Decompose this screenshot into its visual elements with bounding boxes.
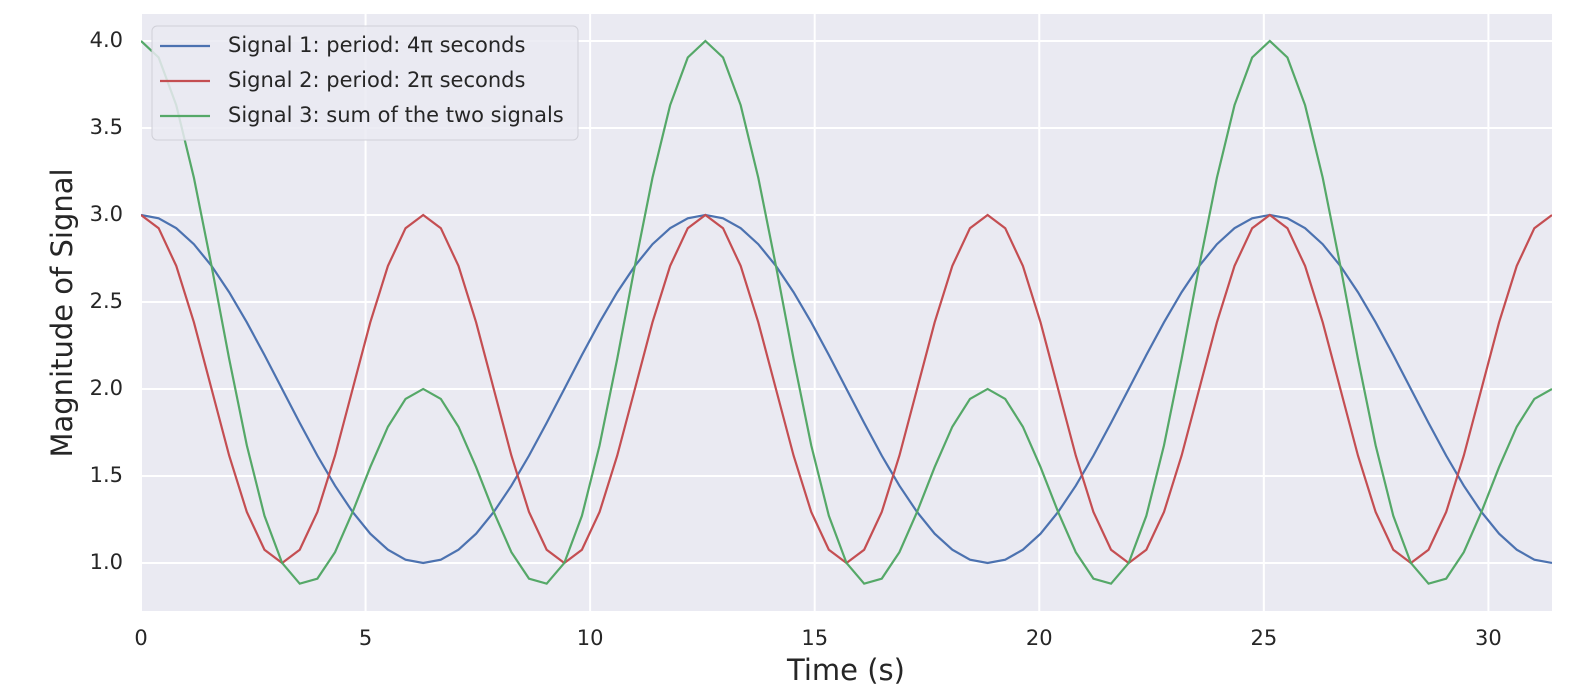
- x-tick-label: 25: [1250, 626, 1277, 650]
- x-axis-label: Time (s): [786, 653, 905, 687]
- x-tick-label: 0: [134, 626, 147, 650]
- x-tick-label: 30: [1475, 626, 1502, 650]
- series-line: [141, 39, 1552, 585]
- x-tick-label: 5: [359, 626, 372, 650]
- x-tick-label: 10: [577, 626, 604, 650]
- legend-label: Signal 1: period: 4π seconds: [228, 33, 525, 57]
- legend-label: Signal 2: period: 2π seconds: [228, 68, 525, 92]
- y-axis-label: Magnitude of Signal: [45, 168, 79, 457]
- y-tick-label: 3.5: [90, 115, 123, 139]
- y-tick-label: 2.0: [90, 376, 123, 400]
- y-tick-label: 2.5: [90, 289, 123, 313]
- legend-box: [151, 25, 579, 141]
- lines: [141, 39, 1552, 585]
- x-tick-label: 15: [801, 626, 828, 650]
- x-tick-label: 20: [1026, 626, 1053, 650]
- y-tick-label: 1.5: [90, 463, 123, 487]
- y-tick-label: 3.0: [90, 202, 123, 226]
- legend: Signal 1: period: 4π seconds Signal 2: pe…: [151, 25, 579, 141]
- ticks: 1.0 1.5 2.0 2.5 3.0 3.5 4.0 0 5 10 15 20 25 30: [90, 28, 1502, 650]
- y-tick-label: 4.0: [90, 28, 123, 52]
- legend-label: Signal 3: sum of the two signals: [228, 103, 564, 127]
- series-line: [141, 213, 1552, 565]
- y-tick-label: 1.0: [90, 550, 123, 574]
